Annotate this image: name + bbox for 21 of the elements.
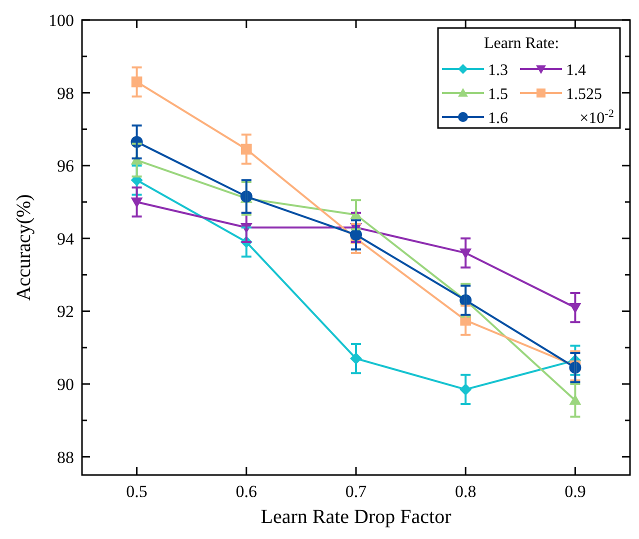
y-tick-label: 96 [57, 156, 74, 176]
annotation: ×10$^{-2}$ [580, 108, 614, 127]
y-axis-title: Accuracy(%) [13, 194, 35, 301]
y-tick-label: 92 [57, 302, 74, 322]
y-tick-label: 100 [48, 11, 74, 30]
x-tick-label: 0.6 [236, 482, 258, 501]
legend-label: 1.4 [566, 62, 586, 79]
x-axis-title: Learn Rate Drop Factor [260, 506, 452, 528]
y-tick-label: 98 [57, 84, 74, 103]
legend-label: 1.6 [488, 110, 508, 127]
y-tick-label: 90 [57, 375, 74, 394]
x-tick-label: 0.8 [454, 482, 476, 501]
legend-title: Learn Rate: [484, 35, 560, 52]
legend-label: 1.525 [566, 86, 602, 103]
x-tick-label: 0.5 [126, 482, 148, 501]
x-tick-label: 0.9 [564, 482, 586, 501]
x-tick-label: 0.7 [345, 482, 368, 501]
legend-label: 1.3 [488, 62, 508, 79]
legend-label: 1.5 [488, 86, 508, 103]
y-tick-label: 94 [57, 229, 74, 248]
y-tick-label: 88 [57, 448, 74, 467]
